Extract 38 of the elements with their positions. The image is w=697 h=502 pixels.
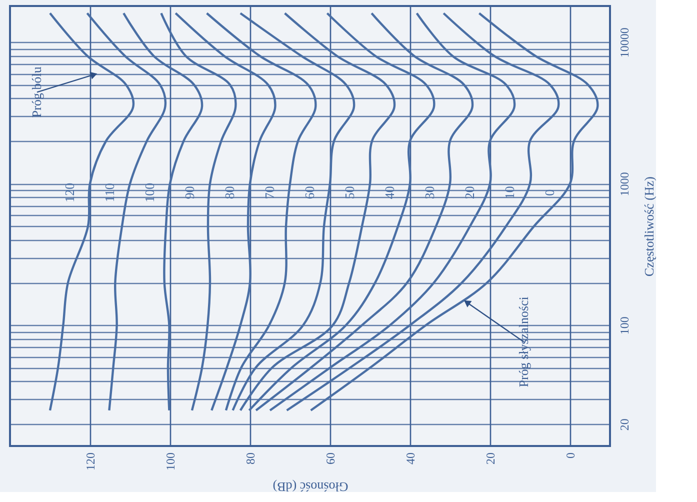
- y-tick-label: 10000: [618, 28, 632, 58]
- line-series: [248, 12, 436, 412]
- text: 110: [102, 183, 117, 202]
- x-tick-label: 40: [404, 452, 418, 464]
- text: 20: [462, 186, 477, 200]
- text: 40: [382, 186, 397, 200]
- x-tick-label: 80: [244, 452, 258, 464]
- text: 70: [262, 186, 277, 200]
- x-tick-label: 0: [564, 452, 578, 458]
- line-series: [48, 12, 134, 412]
- text: 0: [542, 189, 557, 196]
- text: 60: [302, 186, 317, 200]
- x-tick-label: 100: [164, 452, 178, 470]
- text: 30: [422, 186, 437, 200]
- y-axis-title: Częstotliwość (Hz): [642, 176, 656, 277]
- annotation: Próg bólu: [29, 66, 44, 118]
- y-tick-label: 1000: [618, 172, 632, 196]
- annotation: Próg słyszalności: [516, 296, 531, 388]
- x-tick-label: 20: [484, 452, 498, 464]
- x-tick-label: 120: [84, 452, 98, 470]
- line-series: [122, 12, 204, 412]
- x-tick-label: 60: [324, 452, 338, 464]
- line-series: [174, 12, 276, 412]
- text: 120: [62, 182, 77, 202]
- line-series: [160, 12, 237, 412]
- line-series: [239, 12, 396, 412]
- line-series: [86, 12, 167, 412]
- text: 50: [342, 186, 357, 200]
- x-axis-title: Głośność (dB): [272, 480, 348, 494]
- text: 90: [182, 186, 197, 200]
- y-tick-label: 20: [618, 418, 632, 431]
- text: 10: [502, 186, 517, 200]
- line-series: [286, 12, 560, 412]
- line-series: [254, 12, 474, 412]
- text: 80: [222, 186, 237, 200]
- y-tick-label: 100: [618, 316, 632, 335]
- line-series: [206, 12, 317, 412]
- text: 100: [142, 182, 157, 202]
